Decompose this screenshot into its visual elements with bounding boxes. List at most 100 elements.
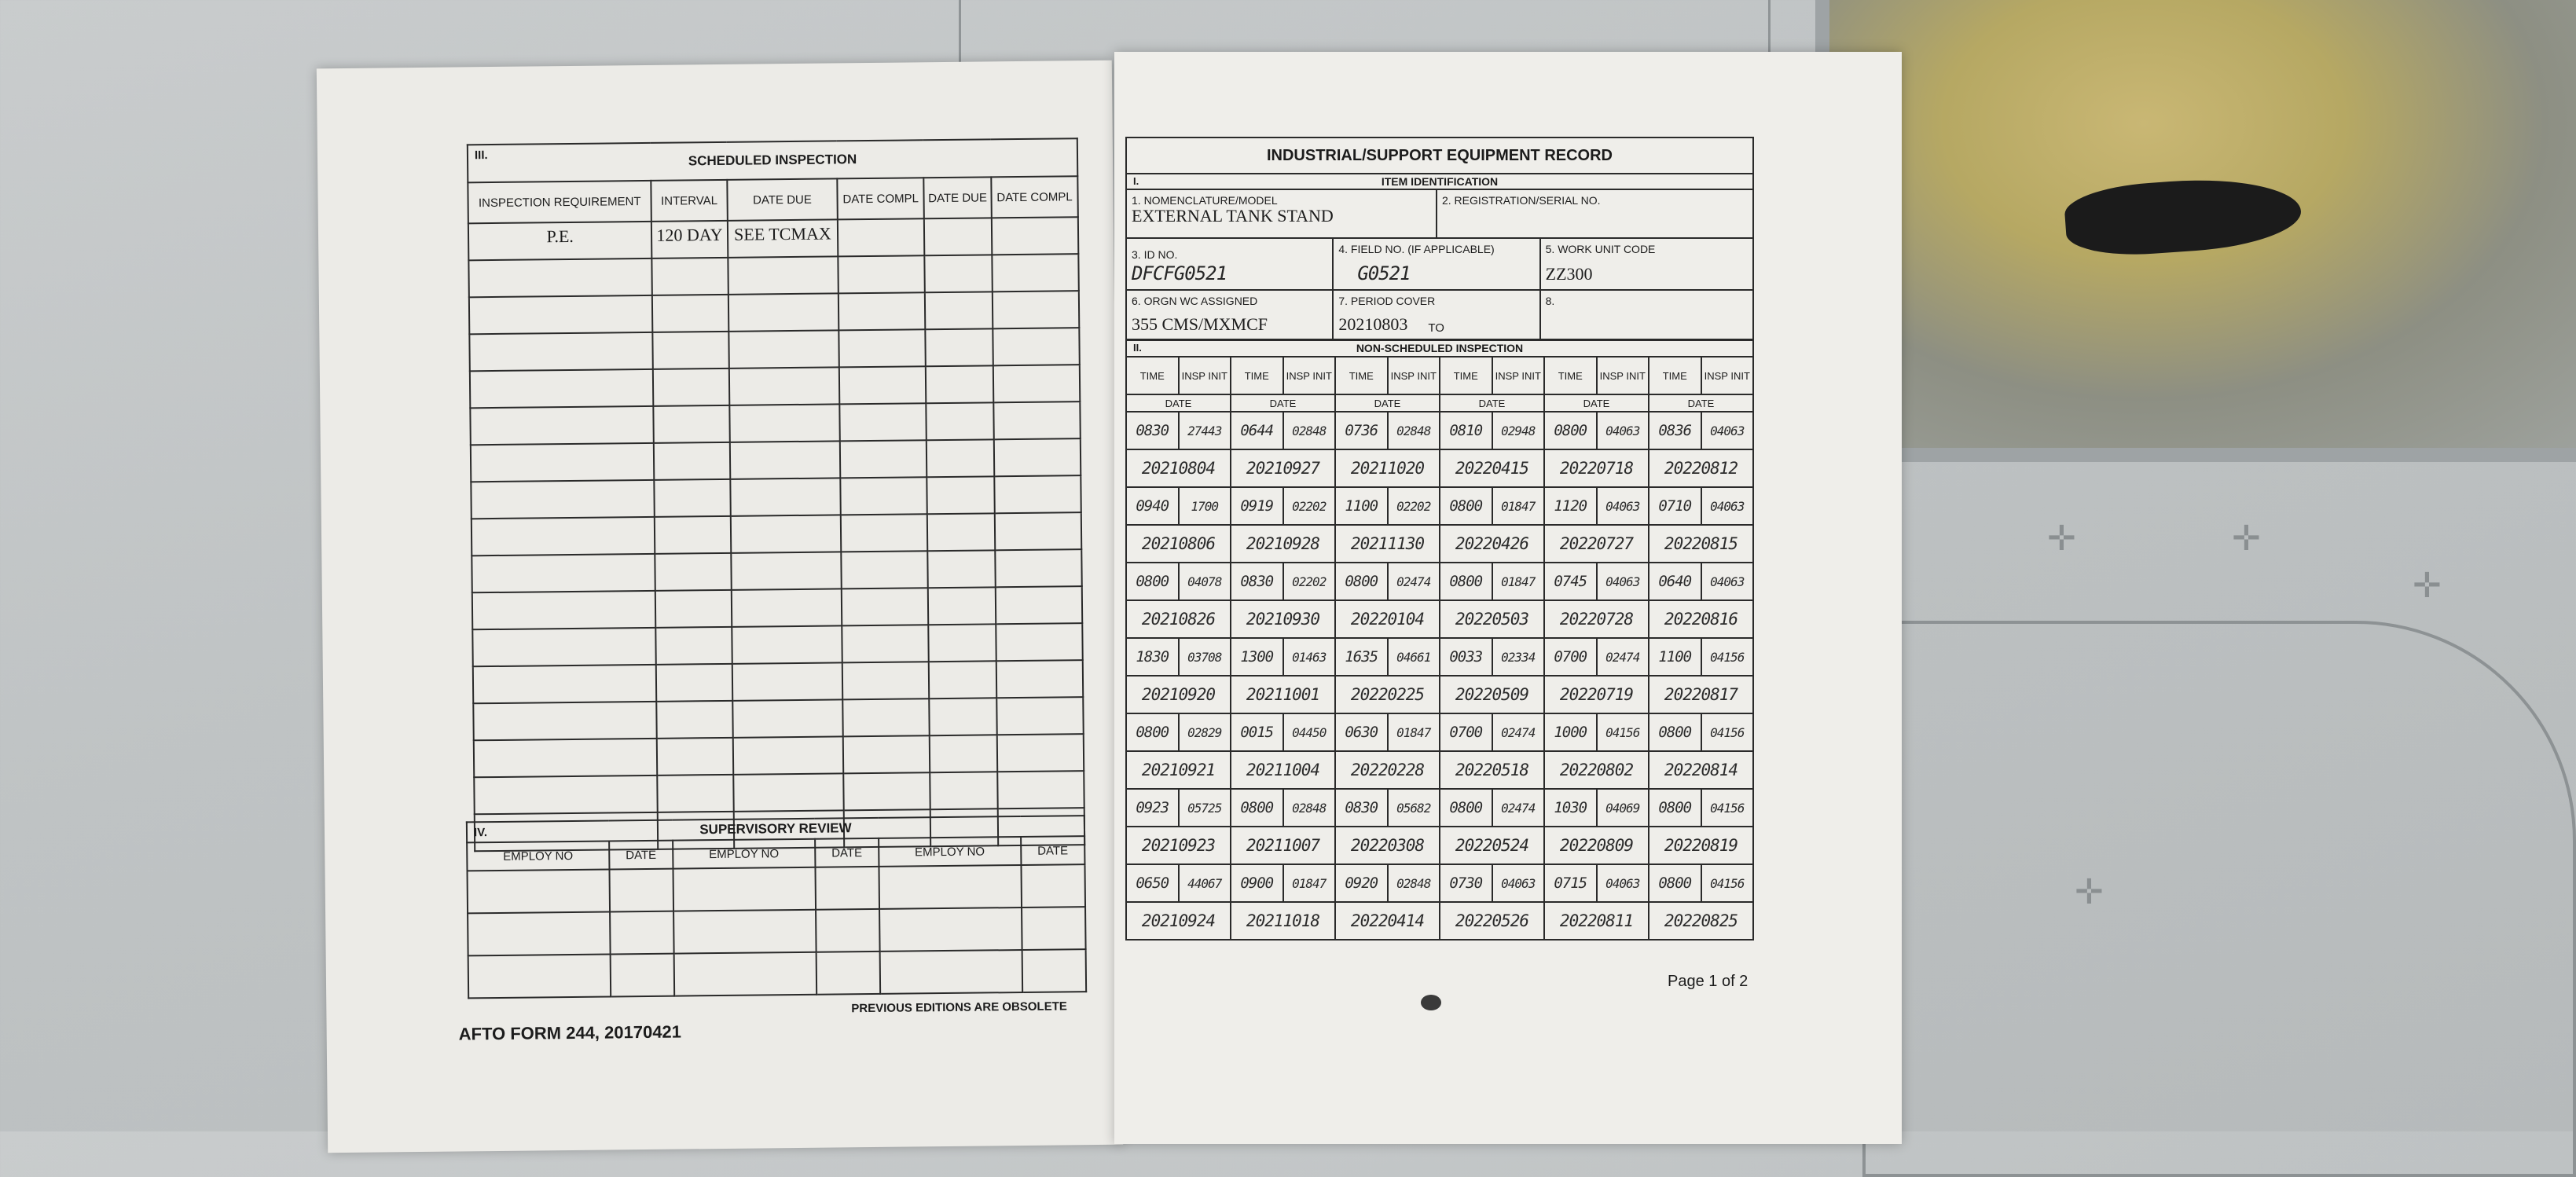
insp-init-cell[interactable]: 27443 [1177, 411, 1231, 450]
time-cell[interactable]: 0745 [1543, 562, 1598, 601]
table-cell[interactable] [841, 588, 929, 626]
table-cell[interactable] [925, 328, 993, 367]
time-cell[interactable]: 1300 [1230, 637, 1284, 676]
date-cell[interactable]: 20220809 [1543, 826, 1649, 865]
insp-init-cell[interactable]: 04063 [1595, 411, 1649, 450]
table-cell[interactable] [653, 405, 730, 443]
table-cell[interactable] [996, 623, 1083, 662]
table-cell[interactable] [1021, 907, 1086, 951]
table-cell[interactable] [995, 586, 1083, 625]
table-cell[interactable] [927, 587, 996, 625]
insp-init-cell[interactable]: 02948 [1491, 411, 1545, 450]
time-cell[interactable]: 0800 [1648, 713, 1702, 752]
insp-init-cell[interactable]: 1700 [1177, 486, 1231, 526]
table-cell[interactable] [993, 402, 1081, 440]
table-cell[interactable] [930, 772, 998, 810]
date-cell[interactable]: 20210924 [1125, 901, 1231, 940]
table-cell[interactable] [837, 218, 925, 257]
table-cell[interactable] [879, 865, 1022, 909]
date-cell[interactable]: 20210928 [1230, 524, 1336, 563]
table-cell[interactable] [727, 256, 838, 295]
table-cell[interactable] [840, 477, 927, 515]
table-cell[interactable] [928, 624, 996, 662]
time-cell[interactable]: 0640 [1648, 562, 1702, 601]
table-cell[interactable] [471, 516, 655, 556]
table-cell[interactable] [1021, 864, 1086, 908]
table-cell[interactable] [816, 951, 881, 995]
insp-init-cell[interactable]: 02829 [1177, 713, 1231, 752]
date-cell[interactable]: 20211004 [1230, 750, 1336, 790]
insp-init-cell[interactable]: 02202 [1282, 486, 1336, 526]
insp-init-cell[interactable]: 02474 [1595, 637, 1649, 676]
insp-init-cell[interactable]: 04069 [1595, 788, 1649, 827]
table-cell[interactable] [994, 512, 1082, 551]
table-cell[interactable] [879, 908, 1022, 952]
table-cell[interactable] [472, 590, 656, 630]
table-cell[interactable] [732, 699, 843, 738]
table-cell[interactable] [838, 292, 926, 331]
table-cell[interactable] [609, 868, 674, 912]
time-cell[interactable]: 1100 [1334, 486, 1389, 526]
date-cell[interactable]: 20220524 [1439, 826, 1545, 865]
table-cell[interactable] [468, 911, 611, 956]
time-cell[interactable]: 0830 [1334, 788, 1389, 827]
time-cell[interactable]: 0830 [1230, 562, 1284, 601]
table-cell[interactable] [652, 331, 729, 369]
table-cell[interactable] [728, 367, 840, 405]
time-cell[interactable]: 1120 [1543, 486, 1598, 526]
table-cell[interactable] [655, 626, 732, 665]
insp-init-cell[interactable]: 02334 [1491, 637, 1545, 676]
insp-init-cell[interactable]: 04156 [1700, 788, 1754, 827]
table-cell[interactable] [929, 698, 997, 736]
date-cell[interactable]: 20210923 [1125, 826, 1231, 865]
table-cell[interactable] [472, 627, 657, 667]
table-cell[interactable] [842, 662, 930, 700]
insp-init-cell[interactable]: 44067 [1177, 864, 1231, 903]
date-cell[interactable]: 20220815 [1648, 524, 1754, 563]
insp-init-cell[interactable]: 02202 [1282, 562, 1336, 601]
insp-init-cell[interactable]: 02848 [1282, 411, 1336, 450]
date-cell[interactable]: 20220225 [1334, 675, 1440, 714]
table-cell[interactable] [471, 479, 655, 519]
table-cell[interactable] [730, 515, 842, 553]
insp-init-cell[interactable]: 02202 [1386, 486, 1440, 526]
insp-init-cell[interactable]: 04063 [1700, 411, 1754, 450]
table-cell[interactable] [995, 549, 1082, 588]
insp-init-cell[interactable]: 01847 [1491, 562, 1545, 601]
insp-init-cell[interactable]: 04450 [1282, 713, 1336, 752]
table-cell[interactable] [992, 291, 1080, 329]
table-cell[interactable] [842, 625, 929, 663]
date-cell[interactable]: 20220802 [1543, 750, 1649, 790]
table-cell[interactable] [728, 404, 840, 442]
table-cell[interactable] [468, 954, 611, 999]
table-cell[interactable] [842, 735, 930, 774]
table-cell[interactable] [609, 911, 674, 955]
time-cell[interactable]: 0800 [1334, 562, 1389, 601]
table-cell[interactable] [838, 366, 927, 405]
time-cell[interactable]: 1030 [1543, 788, 1598, 827]
insp-init-cell[interactable]: 04063 [1595, 486, 1649, 526]
table-cell[interactable] [729, 478, 841, 516]
date-cell[interactable]: 20220518 [1439, 750, 1545, 790]
time-cell[interactable]: 0900 [1230, 864, 1284, 903]
time-cell[interactable]: 0919 [1230, 486, 1284, 526]
table-cell[interactable] [655, 589, 732, 628]
table-cell[interactable] [673, 909, 816, 954]
table-cell[interactable] [840, 514, 928, 552]
table-cell[interactable] [924, 255, 993, 293]
time-cell[interactable]: 0800 [1125, 562, 1180, 601]
time-cell[interactable]: 0736 [1334, 411, 1389, 450]
date-cell[interactable]: 20220825 [1648, 901, 1754, 940]
time-cell[interactable]: 0715 [1543, 864, 1598, 903]
table-cell[interactable] [732, 773, 844, 812]
time-cell[interactable]: 0033 [1439, 637, 1493, 676]
insp-init-cell[interactable]: 03708 [1177, 637, 1231, 676]
table-cell[interactable] [653, 368, 729, 406]
date-cell[interactable]: 20210806 [1125, 524, 1231, 563]
time-cell[interactable]: 0700 [1543, 637, 1598, 676]
table-cell[interactable] [656, 663, 732, 702]
table-cell[interactable] [731, 625, 842, 664]
time-cell[interactable]: 1635 [1334, 637, 1389, 676]
time-cell[interactable]: 0800 [1125, 713, 1180, 752]
table-cell[interactable] [1022, 949, 1087, 992]
